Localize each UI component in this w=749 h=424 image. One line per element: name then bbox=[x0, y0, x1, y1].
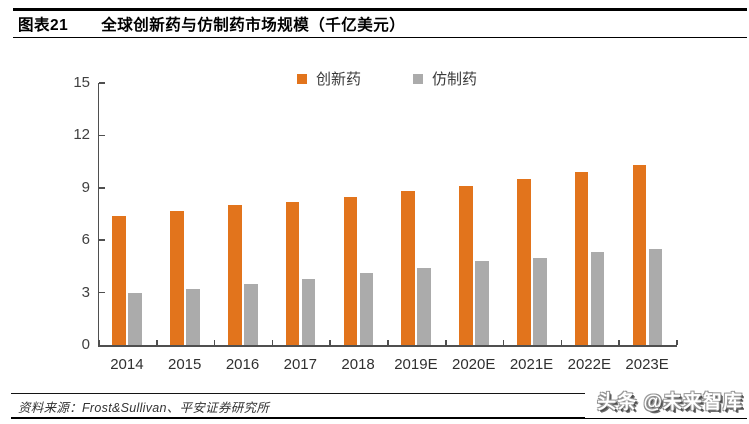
y-axis-label: 3 bbox=[81, 283, 90, 301]
x-axis-tick bbox=[156, 340, 158, 345]
header-bottom-rule bbox=[13, 36, 747, 38]
bar-generic-2016 bbox=[244, 283, 258, 345]
x-axis-label-2023E: 2023E bbox=[625, 356, 669, 373]
x-axis-tick bbox=[271, 340, 274, 345]
legend-label-generic: 仿制药 bbox=[432, 71, 478, 88]
watermark: 头条 @未来智库 bbox=[585, 384, 749, 418]
x-axis-label-2020E: 2020E bbox=[452, 356, 496, 373]
y-axis-label: 15 bbox=[73, 74, 90, 91]
bar-generic-2020E bbox=[475, 261, 489, 345]
bar-innovative-2023E bbox=[632, 165, 647, 345]
bar-generic-2021E bbox=[533, 257, 547, 345]
bar-innovative-2021E bbox=[517, 179, 531, 345]
bar-generic-2018 bbox=[359, 273, 374, 345]
figure-title-row: 图表21 全球创新药与仿制药市场规模（千亿美元） bbox=[18, 13, 405, 35]
y-axis-tick bbox=[99, 134, 105, 137]
bar-generic-2019E bbox=[417, 268, 431, 345]
y-axis-tick bbox=[99, 187, 105, 189]
x-axis-tick bbox=[618, 340, 620, 345]
header-top-rule bbox=[13, 8, 747, 11]
y-axis-label: 9 bbox=[81, 178, 90, 196]
footer-top-rule bbox=[11, 393, 747, 395]
chart-legend: 创新药 仿制药 bbox=[98, 68, 676, 89]
bar-innovative-2016 bbox=[228, 205, 242, 345]
y-axis-tick bbox=[99, 82, 105, 84]
x-axis-label-2018: 2018 bbox=[341, 356, 375, 373]
x-axis-tick bbox=[387, 340, 389, 345]
bar-innovative-2020E bbox=[459, 186, 473, 345]
x-axis-label-2016: 2016 bbox=[225, 356, 260, 373]
legend-item-innovative: 创新药 bbox=[296, 68, 361, 89]
x-axis-tick bbox=[502, 340, 505, 345]
y-axis-label: 6 bbox=[81, 231, 90, 249]
x-axis-tick bbox=[213, 340, 216, 345]
legend-swatch-innovative-icon bbox=[296, 73, 307, 84]
x-axis-tick bbox=[676, 340, 678, 345]
bar-generic-2017 bbox=[301, 278, 316, 345]
x-axis-label-2014: 2014 bbox=[110, 356, 144, 373]
x-axis-label-2015: 2015 bbox=[168, 356, 202, 373]
footer-bottom-rule bbox=[11, 417, 747, 420]
bar-generic-2022E bbox=[590, 252, 605, 345]
bar-innovative-2018 bbox=[343, 196, 358, 345]
x-axis-tick bbox=[98, 340, 100, 345]
x-axis-label-2022E: 2022E bbox=[567, 356, 611, 373]
source-note: 资料来源：Frost&Sullivan、平安证券研究所 bbox=[18, 401, 270, 415]
y-axis-label: 12 bbox=[73, 126, 90, 144]
x-axis-tick bbox=[445, 340, 447, 345]
bar-innovative-2015 bbox=[170, 210, 184, 345]
y-axis-tick bbox=[99, 239, 105, 241]
bar-innovative-2017 bbox=[285, 201, 300, 345]
x-axis-label-2017: 2017 bbox=[283, 356, 317, 373]
y-axis-tick bbox=[99, 291, 105, 294]
x-axis-label-2019E: 2019E bbox=[394, 356, 438, 373]
bar-innovative-2022E bbox=[574, 172, 589, 345]
bar-generic-2015 bbox=[186, 289, 200, 345]
chart-area: 创新药 仿制药 0 3 6 9 12 15 2014 2015 2016 2017 2018 2019… bbox=[0, 40, 749, 390]
x-axis-label-2021E: 2021E bbox=[509, 356, 554, 373]
legend-item-generic: 仿制药 bbox=[413, 68, 477, 89]
y-axis-label: 0 bbox=[81, 336, 90, 353]
plot-area bbox=[98, 82, 678, 347]
legend-swatch-generic-icon bbox=[413, 73, 423, 84]
figure-number-label: 图表21 bbox=[18, 17, 69, 34]
x-axis-tick bbox=[560, 340, 563, 345]
figure-title: 全球创新药与仿制药市场规模（千亿美元） bbox=[101, 17, 406, 34]
bar-innovative-2019E bbox=[401, 191, 415, 345]
legend-label-innovative: 创新药 bbox=[315, 71, 361, 88]
bar-generic-2014 bbox=[128, 292, 142, 345]
bar-generic-2023E bbox=[648, 248, 663, 345]
bar-innovative-2014 bbox=[112, 215, 126, 345]
x-axis-tick bbox=[329, 340, 331, 345]
